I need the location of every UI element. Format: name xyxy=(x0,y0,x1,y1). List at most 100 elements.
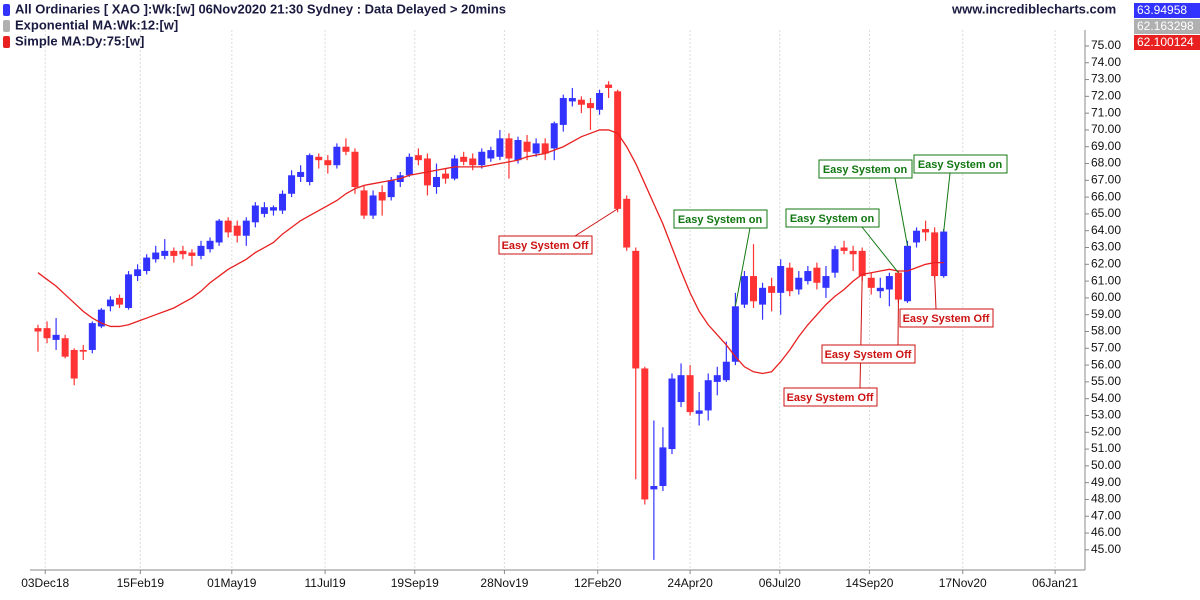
x-tick-label: 11Jul19 xyxy=(305,576,346,590)
last-value: 62.163298 xyxy=(1137,19,1194,33)
annotation-label: Easy System on xyxy=(918,159,1003,171)
x-tick-label: 14Sep20 xyxy=(845,576,893,590)
candle-body xyxy=(279,193,287,211)
y-tick-label: 45.00 xyxy=(1091,542,1121,556)
y-tick-label: 59.00 xyxy=(1091,307,1121,321)
legend-swatch xyxy=(3,4,10,16)
candle-body xyxy=(731,306,739,362)
candle-body xyxy=(677,375,685,403)
candle-body xyxy=(79,349,87,352)
candle-body xyxy=(940,231,948,277)
candle-body xyxy=(143,257,151,272)
candle-body xyxy=(568,98,576,102)
candle-body xyxy=(605,84,613,88)
candle-body xyxy=(52,334,60,340)
x-tick-label: 06Jul20 xyxy=(759,576,801,590)
y-tick-label: 60.00 xyxy=(1091,290,1121,304)
candle-body xyxy=(768,286,776,293)
annotation-label: Easy System Off xyxy=(787,392,874,404)
candle-body xyxy=(523,141,531,152)
candle-body xyxy=(795,277,803,290)
legend-label: Exponential MA:Wk:12:[w] xyxy=(15,17,178,32)
annotation-arrow xyxy=(894,177,908,246)
candle-body xyxy=(206,240,214,250)
candle-body xyxy=(369,195,377,216)
candle-body xyxy=(786,267,794,292)
y-tick-label: 55.00 xyxy=(1091,374,1121,388)
candle-body xyxy=(695,410,703,414)
candle-body xyxy=(686,375,694,413)
candle-body xyxy=(623,198,631,248)
last-value-box xyxy=(1134,35,1200,50)
annotation-arrow xyxy=(943,172,951,232)
candle-body xyxy=(161,250,169,256)
candle-body xyxy=(867,277,875,288)
candle-body xyxy=(97,309,105,327)
candle-body xyxy=(170,250,178,256)
candle-body xyxy=(541,143,549,154)
candle-body xyxy=(722,361,730,381)
last-value-box xyxy=(1134,19,1200,34)
candle-body xyxy=(324,160,332,166)
candle-body xyxy=(913,230,921,243)
candle-body xyxy=(342,146,350,152)
y-tick-label: 74.00 xyxy=(1091,55,1121,69)
y-tick-label: 46.00 xyxy=(1091,525,1121,539)
candle-body xyxy=(903,245,911,302)
candle-body xyxy=(487,150,495,159)
candle-body xyxy=(451,158,459,179)
candle-body xyxy=(894,272,902,300)
x-tick-label: 15Feb19 xyxy=(117,576,165,590)
y-tick-label: 47.00 xyxy=(1091,508,1121,522)
y-tick-label: 62.00 xyxy=(1091,256,1121,270)
site-name: www.incrediblecharts.com xyxy=(951,1,1116,16)
candle-body xyxy=(306,155,314,183)
candle-body xyxy=(496,138,504,157)
last-value: 62.100124 xyxy=(1137,35,1194,49)
y-tick-label: 48.00 xyxy=(1091,492,1121,506)
x-tick-label: 06Jan21 xyxy=(1032,576,1078,590)
candle-body xyxy=(414,155,422,161)
legend-swatch xyxy=(3,20,10,32)
candle-body xyxy=(351,151,359,188)
annotation-box xyxy=(913,154,1008,174)
y-tick-label: 67.00 xyxy=(1091,172,1121,186)
candle-body xyxy=(242,220,250,236)
candle-body xyxy=(442,173,450,179)
y-tick-label: 61.00 xyxy=(1091,273,1121,287)
legend-label: Simple MA:Dy:75:[w] xyxy=(15,33,144,48)
y-tick-label: 75.00 xyxy=(1091,38,1121,52)
x-tick-label: 12Feb20 xyxy=(574,576,622,590)
y-tick-label: 70.00 xyxy=(1091,122,1121,136)
candle-body xyxy=(822,276,830,288)
candle-body xyxy=(596,92,604,110)
annotation-label: Easy System Off xyxy=(502,240,589,252)
candle-body xyxy=(668,378,676,450)
candle-body xyxy=(478,151,486,166)
y-tick-label: 51.00 xyxy=(1091,441,1121,455)
annotation-arrow xyxy=(861,226,899,274)
x-tick-label: 28Nov19 xyxy=(480,576,528,590)
y-tick-label: 73.00 xyxy=(1091,72,1121,86)
y-tick-label: 52.00 xyxy=(1091,424,1121,438)
x-tick-label: 17Nov20 xyxy=(939,576,987,590)
candle-body xyxy=(61,338,69,357)
annotation-box xyxy=(821,344,916,364)
candle-body xyxy=(387,180,395,198)
annotation-box xyxy=(818,159,913,179)
y-tick-label: 71.00 xyxy=(1091,105,1121,119)
y-tick-label: 68.00 xyxy=(1091,156,1121,170)
annotation-label: Easy System on xyxy=(823,164,908,176)
y-tick-label: 57.00 xyxy=(1091,340,1121,354)
candle-body xyxy=(632,250,640,369)
candle-body xyxy=(922,229,930,233)
y-tick-label: 63.00 xyxy=(1091,240,1121,254)
candle-body xyxy=(269,207,277,211)
candle-body xyxy=(215,220,223,243)
candle-body xyxy=(813,267,821,283)
candle-body xyxy=(297,171,305,177)
annotation-arrow xyxy=(934,276,937,310)
candle-body xyxy=(288,175,296,194)
candle-body xyxy=(577,99,585,105)
legend-swatch xyxy=(3,36,10,48)
